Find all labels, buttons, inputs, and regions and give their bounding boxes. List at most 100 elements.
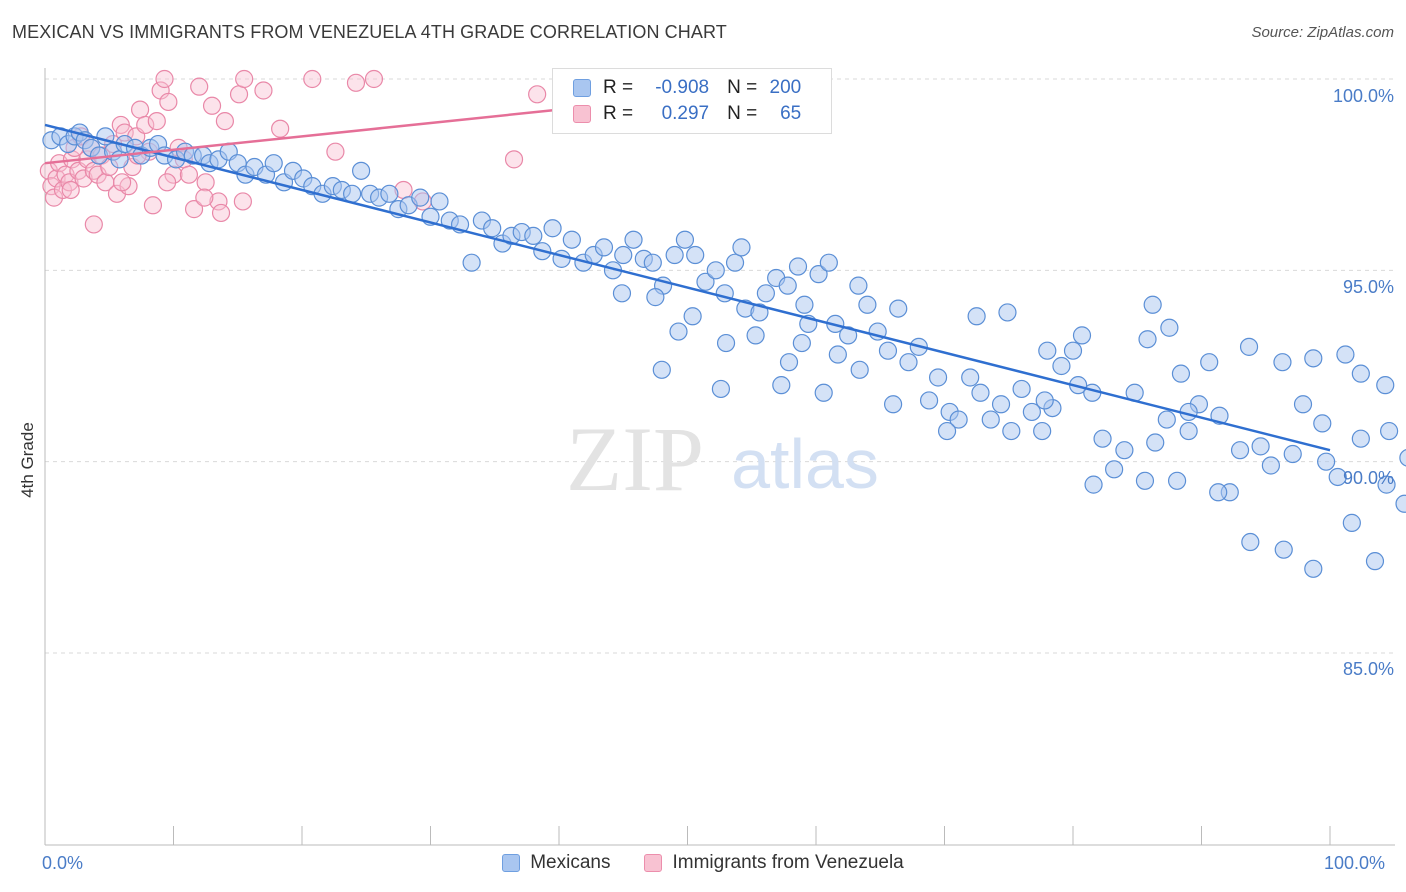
legend-n-value: 200 (769, 77, 802, 98)
mexicans-point (1395, 494, 1406, 513)
mexicans-point (483, 219, 502, 238)
mexicans-point (779, 353, 799, 372)
venezuela-point (159, 92, 178, 112)
mexicans-point (1167, 471, 1187, 490)
mexicans-point (1160, 318, 1179, 337)
legend-label: Mexicans (530, 852, 611, 873)
mexicans-point (732, 238, 751, 257)
mexicans-point (264, 154, 283, 173)
mexicans-point (524, 226, 543, 245)
mexicans-point (1171, 364, 1191, 383)
mexicans-point (1072, 326, 1092, 345)
trend-lines (44, 108, 1331, 452)
mexicans-point (1038, 341, 1057, 360)
venezuela-point (346, 73, 366, 92)
source-credit: Source: ZipAtlas.com (1251, 24, 1394, 41)
venezuela-point (235, 69, 254, 89)
mexicans-point (1146, 433, 1165, 452)
venezuela-point (233, 192, 252, 211)
mexicans-point (683, 307, 702, 326)
venezuela-point (84, 215, 103, 234)
mexicans-point (1012, 379, 1031, 399)
mexicans-point (665, 245, 684, 265)
venezuela-point (364, 69, 384, 89)
mexicans-point (1293, 395, 1313, 414)
mexicans-point (1063, 341, 1083, 360)
venezuela-point (155, 69, 174, 89)
venezuela-point (143, 196, 163, 215)
mexicans-point (1399, 449, 1406, 467)
venezuela-point (147, 111, 166, 131)
mexicans-point (411, 188, 430, 207)
mexicans-point (1274, 540, 1293, 559)
mexicans-point (746, 326, 765, 345)
venezuela-point (157, 173, 177, 192)
venezuela-point (528, 85, 547, 104)
mexicans-point (1002, 421, 1021, 441)
mexicans-point (1209, 483, 1228, 502)
mexicans-point (711, 379, 731, 399)
mexicans-point (562, 230, 581, 249)
legend-n-label: N = (727, 77, 758, 98)
mexicans-point (725, 253, 745, 272)
legend-item-venezuela[interactable]: Immigrants from Venezuela (644, 852, 904, 874)
venezuela-point (215, 111, 234, 131)
mexicans-point (1143, 295, 1162, 314)
mexicans-point (1377, 475, 1396, 494)
venezuela-point (303, 69, 322, 89)
mexicans-point (1273, 353, 1292, 372)
mexicans-point (850, 360, 869, 379)
y-tick-label: 100.0% (1332, 86, 1394, 106)
mexicans-point (878, 341, 898, 360)
mexicans-point (1239, 337, 1259, 356)
mexicans-point (772, 376, 791, 395)
legend-r-value: 0.297 (661, 103, 710, 124)
mexicans-point (1376, 376, 1395, 395)
x-tick-label: 100.0% (1324, 853, 1386, 873)
venezuela-point (136, 115, 155, 135)
venezuela-point (254, 81, 273, 100)
legend-label: Immigrants from Venezuela (672, 852, 904, 873)
mexicans-point (380, 184, 399, 203)
mexicans-point (991, 395, 1011, 414)
mexicans-point (1313, 414, 1332, 433)
mexicans-point (998, 303, 1017, 322)
watermark: ZIP atlas (566, 408, 879, 510)
mexicans-trend-line (44, 123, 1331, 452)
mexicans-point (614, 245, 633, 265)
mexicans-point (928, 368, 948, 387)
mexicans-point (883, 395, 903, 414)
watermark-atlas: atlas (731, 425, 879, 503)
venezuela-point (209, 192, 228, 211)
mexicans-point (1251, 437, 1270, 456)
legend-r-label: R = (603, 77, 634, 98)
venezuela-point (271, 119, 290, 138)
mexicans-point (1241, 532, 1260, 552)
mexicans-point (1304, 559, 1323, 578)
legend-item-mexicans[interactable]: Mexicans (502, 852, 610, 874)
chart-title: MEXICAN VS IMMIGRANTS FROM VENEZUELA 4TH… (12, 22, 727, 42)
legend-r-value: -0.908 (655, 77, 710, 98)
mexicans-point (352, 161, 371, 180)
venezuela-point (211, 203, 231, 223)
legend-row-venezuela: R = 0.297 N = 65 (573, 102, 801, 126)
mexicans-point (1380, 421, 1399, 441)
mexicans-point (1135, 471, 1155, 490)
mexicans-point (1230, 441, 1250, 460)
mexicans-point (612, 284, 632, 303)
mexicans-point (756, 284, 775, 303)
y-tick-label: 95.0% (1342, 277, 1394, 297)
mexicans-point (430, 192, 449, 211)
mexicans-point (1317, 452, 1336, 471)
mexicans-point (949, 410, 968, 429)
legend-swatch-blue (502, 854, 521, 872)
mexicans-point (696, 272, 715, 291)
mexicans-point (543, 219, 562, 238)
watermark-zip: ZIP (566, 408, 704, 510)
venezuela-point (326, 142, 345, 161)
mexicans-point (814, 383, 833, 402)
mexicans-point (750, 303, 769, 322)
mexicans-point (646, 288, 665, 307)
venezuela-point (184, 200, 204, 219)
